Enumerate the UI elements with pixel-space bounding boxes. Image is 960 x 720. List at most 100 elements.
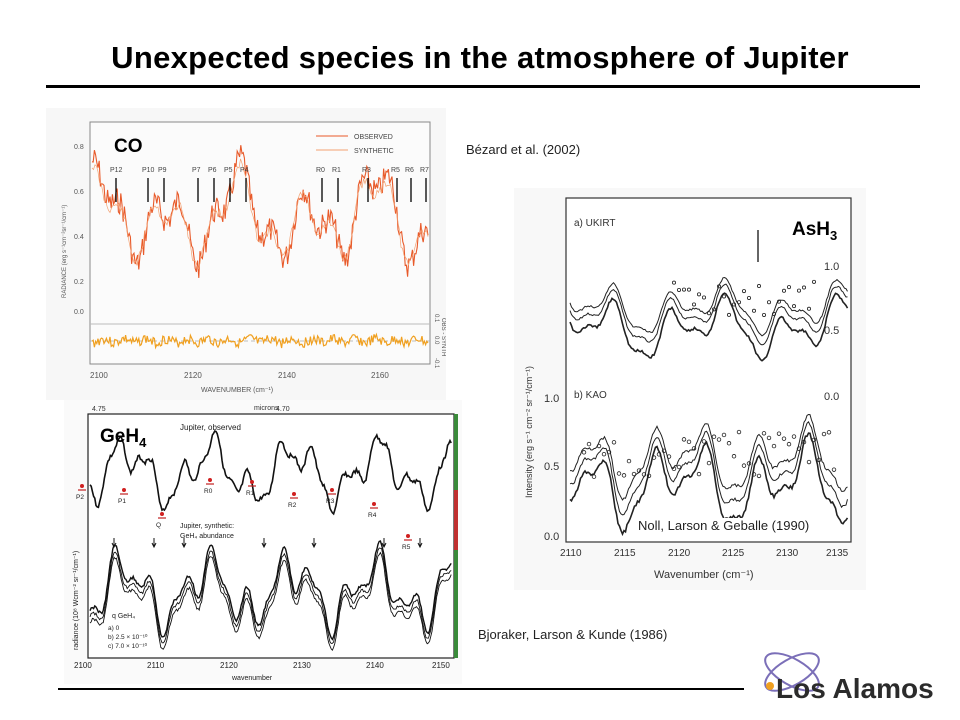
co-line-label: P9 xyxy=(158,167,167,174)
co-synthetic-trace xyxy=(91,158,429,270)
ash3-data-points xyxy=(581,279,837,479)
ash3-data-point xyxy=(701,439,707,444)
ash3-data-point xyxy=(666,454,672,459)
ash3-x-tick: 2110 xyxy=(560,548,582,559)
ash3-x-axis-label: Wavenumber (cm⁻¹) xyxy=(654,569,754,581)
ash3-data-point xyxy=(761,431,767,436)
ash3-data-point xyxy=(586,441,592,447)
geh4-legend-item: b) 2.5 × 10⁻¹⁰ xyxy=(108,633,148,641)
geh4-synthetic-trace xyxy=(89,540,452,641)
ash3-data-point xyxy=(581,450,587,455)
co-residual-trace xyxy=(91,332,429,350)
slide-title: Unexpected species in the atmosphere of … xyxy=(111,40,849,75)
footer-rule xyxy=(58,688,744,690)
ash3-kao-model-trace xyxy=(569,432,849,537)
geh4-legend-item: c) 7.0 × 10⁻¹⁰ xyxy=(108,642,147,650)
geh4-citation: Bjoraker, Larson & Kunde (1986) xyxy=(478,627,668,642)
ash3-data-point xyxy=(611,440,617,445)
co-y-tick: 0.2 xyxy=(74,279,84,286)
geh4-x-axis-label: wavenumber xyxy=(231,675,273,682)
co-line-label: R6 xyxy=(405,167,414,174)
ash3-kao-model-trace xyxy=(570,413,848,501)
ash3-species-label: AsH3 xyxy=(792,219,837,243)
geh4-line-label: P2 xyxy=(76,494,84,501)
co-right-tick: 0.0 xyxy=(433,336,439,345)
ash3-data-point xyxy=(731,454,737,459)
co-x-tick: 2140 xyxy=(278,371,296,380)
geh4-species-sub: 4 xyxy=(139,434,147,450)
co-line-label: P12 xyxy=(110,167,123,174)
co-x-tick: 2100 xyxy=(90,371,108,380)
ash3-data-point xyxy=(741,463,747,468)
co-line-label: R5 xyxy=(391,167,400,174)
ash3-data-point xyxy=(826,430,832,435)
geh4-micron-tick: 4.75 xyxy=(92,406,106,413)
geh4-line-label: R5 xyxy=(402,544,411,551)
ash3-data-point xyxy=(661,448,667,453)
ash3-data-point xyxy=(686,439,692,445)
ash3-data-point xyxy=(796,288,801,293)
ash3-data-point xyxy=(741,289,746,294)
co-line-label: P7 xyxy=(192,167,201,174)
geh4-x-tick: 2130 xyxy=(293,661,311,670)
geh4-spectrum-figure: microns 4.75 4.70 Jupiter, observed Jupi… xyxy=(64,400,462,684)
co-x-tick: 2160 xyxy=(371,371,389,380)
geh4-legend-item: a) 0 xyxy=(108,625,120,632)
ash3-data-point xyxy=(646,473,652,479)
co-line-label: P6 xyxy=(208,167,217,174)
ash3-data-point xyxy=(751,472,757,477)
co-line-markers: P12 P10 P9 P7 P6 P5 P4 R0 R1 R3 R5 R6 R7 xyxy=(110,167,429,202)
ash3-data-point xyxy=(781,436,787,441)
ash3-data-point xyxy=(786,285,791,290)
geh4-arrow xyxy=(261,538,267,549)
ash3-top-label: a) UKIRT xyxy=(574,218,616,229)
geh4-line-dot xyxy=(122,488,126,492)
co-right-axis-label: OBS - SYNTH xyxy=(440,318,446,356)
geh4-line-dot xyxy=(208,478,212,482)
ash3-data-point xyxy=(636,468,642,473)
geh4-arrow xyxy=(381,538,387,549)
ash3-species-sub: 3 xyxy=(830,227,838,243)
ash3-data-point xyxy=(716,437,722,442)
ash3-data-point xyxy=(736,429,742,435)
ash3-data-point xyxy=(671,466,677,472)
ash3-data-point xyxy=(601,451,607,457)
ash3-data-point xyxy=(791,434,797,439)
co-line-label: P5 xyxy=(224,167,233,174)
ash3-right-tick: 0.0 xyxy=(824,391,839,403)
ash3-data-point xyxy=(726,312,731,317)
logo-wordmark: Los Alamos xyxy=(776,673,934,704)
geh4-line-label: R1 xyxy=(246,490,255,497)
geh4-line-label: P1 xyxy=(118,498,126,505)
geh4-y-axis-label: radiance (10⁸ Wcm⁻² sr⁻¹/cm⁻¹) xyxy=(73,551,80,650)
ash3-data-point xyxy=(756,284,761,289)
ash3-data-point xyxy=(706,460,712,466)
ash3-data-point xyxy=(771,312,776,317)
ash3-data-point xyxy=(781,288,786,293)
ash3-data-point xyxy=(721,432,727,438)
ash3-data-point xyxy=(731,302,736,307)
ash3-data-point xyxy=(591,474,597,479)
ash3-citation: Noll, Larson & Geballe (1990) xyxy=(638,518,810,533)
geh4-microns-label: microns xyxy=(254,405,279,412)
geh4-arrows xyxy=(111,538,423,549)
geh4-line-label: Q xyxy=(156,522,161,529)
ash3-data-point xyxy=(616,471,622,476)
geh4-line-label: R0 xyxy=(204,488,213,495)
ash3-x-tick: 2125 xyxy=(722,548,745,559)
geh4-line-label: R3 xyxy=(326,498,335,505)
ash3-y-axis-label: Intensity (erg s⁻¹ cm⁻² sr⁻¹/cm⁻¹) xyxy=(524,366,534,498)
geh4-x-tick: 2110 xyxy=(147,661,165,670)
geh4-abundance-label: GeH₄ abundance xyxy=(180,533,234,540)
ash3-left-tick: 0.0 xyxy=(544,531,559,543)
ash3-data-point xyxy=(736,300,741,305)
ash3-data-point xyxy=(691,302,696,307)
geh4-x-tick: 2150 xyxy=(432,661,450,670)
ash3-data-point xyxy=(756,473,762,479)
geh4-observed-label: Jupiter, observed xyxy=(180,423,241,432)
geh4-arrow xyxy=(181,538,187,549)
geh4-x-tick: 2100 xyxy=(74,661,92,670)
title-underline xyxy=(46,85,920,88)
ash3-data-point xyxy=(811,437,817,443)
ash3-data-point xyxy=(676,464,682,470)
